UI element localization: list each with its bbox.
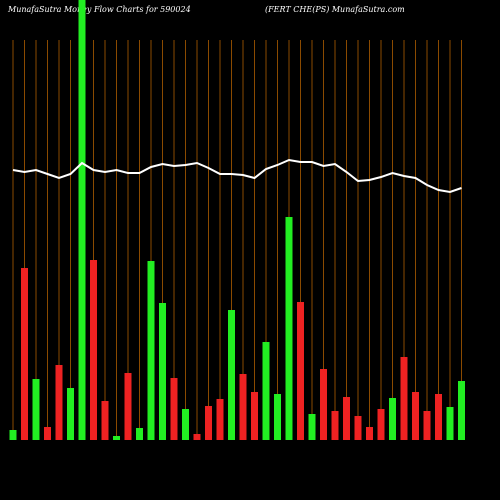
bar <box>320 369 327 440</box>
bar <box>262 342 270 440</box>
bar <box>389 398 396 440</box>
price-line <box>12 158 462 194</box>
bar <box>377 409 385 440</box>
bar <box>285 217 293 440</box>
bar <box>354 416 362 440</box>
bar <box>216 399 224 440</box>
bar <box>366 427 373 440</box>
bar <box>228 310 235 440</box>
bar <box>239 374 247 440</box>
bar <box>32 379 40 440</box>
plot <box>9 0 465 440</box>
bar <box>423 411 431 440</box>
bar <box>90 260 97 440</box>
bar <box>297 302 304 440</box>
chart-subtitle: (FERT CHE(PS) MunafaSutra.com <box>265 5 405 14</box>
bar <box>308 414 316 440</box>
bar <box>400 357 408 440</box>
bar <box>78 0 86 440</box>
bar <box>67 388 74 440</box>
bar <box>147 261 155 440</box>
bar <box>274 394 281 440</box>
bar <box>331 411 339 440</box>
bar <box>9 430 17 440</box>
bar <box>170 378 178 440</box>
bar <box>136 428 143 440</box>
bar <box>446 407 454 440</box>
bar <box>101 401 109 440</box>
bar <box>159 303 166 440</box>
bar <box>251 392 258 440</box>
bar <box>343 397 350 440</box>
bar <box>435 394 442 440</box>
bar <box>113 436 120 440</box>
bar <box>205 406 212 440</box>
bar <box>412 392 419 440</box>
bar <box>21 268 28 440</box>
bar <box>44 427 51 440</box>
bar <box>193 434 201 440</box>
bar <box>55 365 63 440</box>
bar <box>458 381 465 440</box>
bar <box>124 373 132 440</box>
chart-title: MunafaSutra Money Flow Charts for 590024 <box>7 5 191 14</box>
bar <box>182 409 189 440</box>
